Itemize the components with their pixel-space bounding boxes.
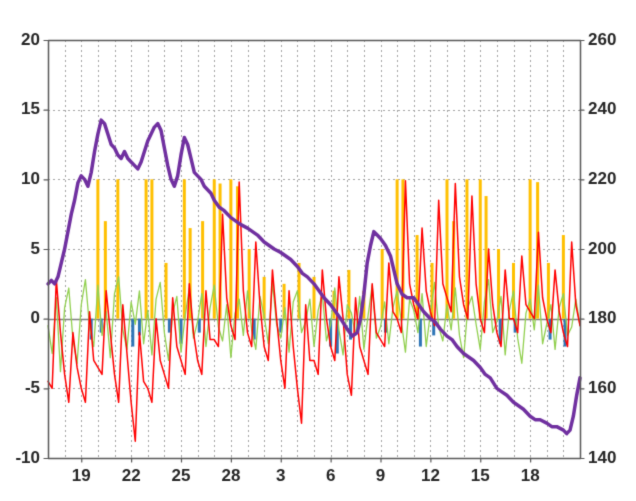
weather-chart: 積雪以外 野沢温泉 積雪 <box>0 0 636 501</box>
chart-canvas <box>0 0 636 501</box>
